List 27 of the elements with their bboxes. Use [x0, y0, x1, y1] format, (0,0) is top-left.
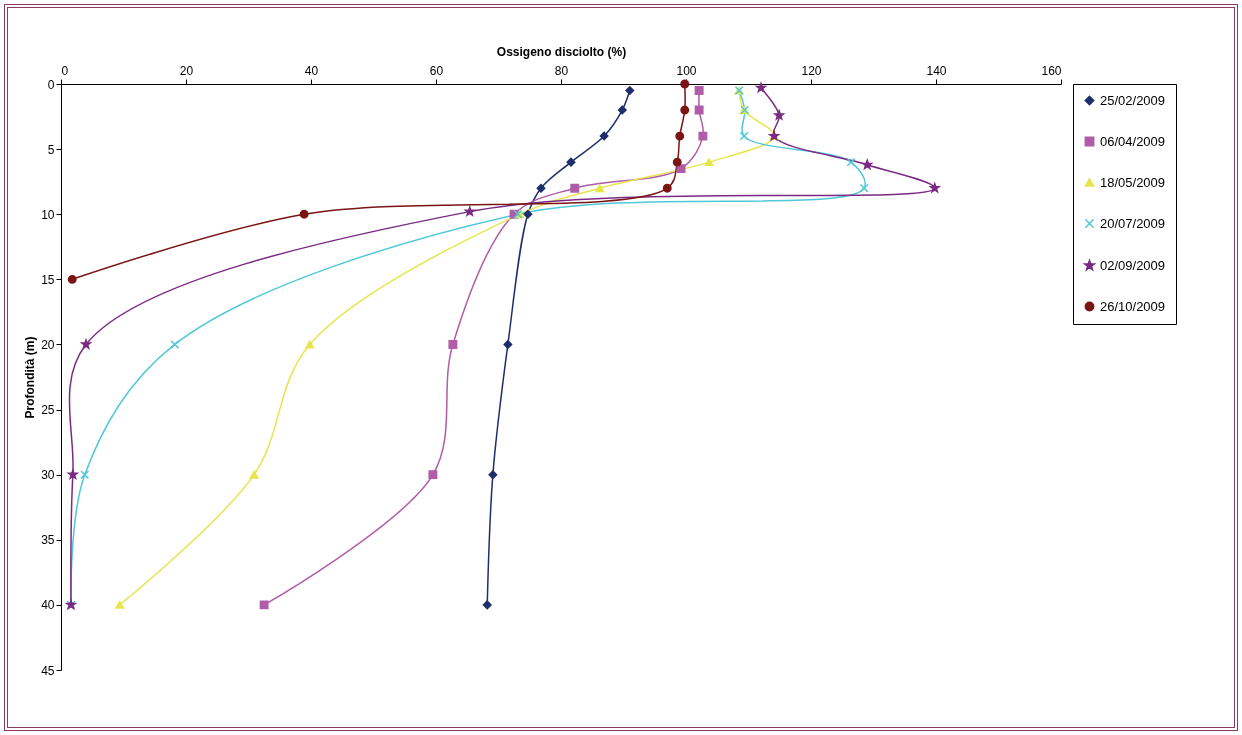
- legend-label: 26/10/2009: [1100, 298, 1166, 314]
- y-tick-label: 20: [41, 337, 55, 352]
- x-tick-label: 100: [676, 63, 697, 78]
- y-tick-label: 0: [47, 77, 55, 92]
- x-tick-label: 60: [429, 63, 444, 78]
- x-tick-label: 140: [926, 63, 947, 78]
- y-tick-label: 15: [41, 272, 55, 287]
- y-tick-label: 30: [41, 468, 55, 483]
- y-tick-label: 5: [47, 142, 55, 157]
- x-tick-label: 120: [801, 63, 822, 78]
- y-tick-label: 10: [41, 207, 55, 222]
- x-tick-label: 160: [1041, 63, 1062, 78]
- x-tick-label: 40: [304, 63, 319, 78]
- legend-label: 02/09/2009: [1100, 257, 1166, 273]
- y-tick-label: 45: [41, 663, 55, 678]
- y-tick-label: 40: [41, 598, 55, 613]
- x-tick-label: 80: [554, 63, 569, 78]
- legend-label: 20/07/2009: [1100, 215, 1166, 231]
- x-axis-title: Ossigeno disciolto (%): [496, 44, 627, 59]
- x-tick-label: 0: [61, 63, 69, 78]
- legend-label: 06/04/2009: [1100, 133, 1166, 149]
- legend-label: 18/05/2009: [1100, 174, 1166, 190]
- y-axis-title: Profondità (m): [23, 336, 38, 419]
- y-tick-label: 25: [41, 403, 55, 418]
- y-tick-label: 35: [41, 533, 55, 548]
- legend-label: 25/02/2009: [1100, 92, 1166, 108]
- x-tick-label: 20: [179, 63, 194, 78]
